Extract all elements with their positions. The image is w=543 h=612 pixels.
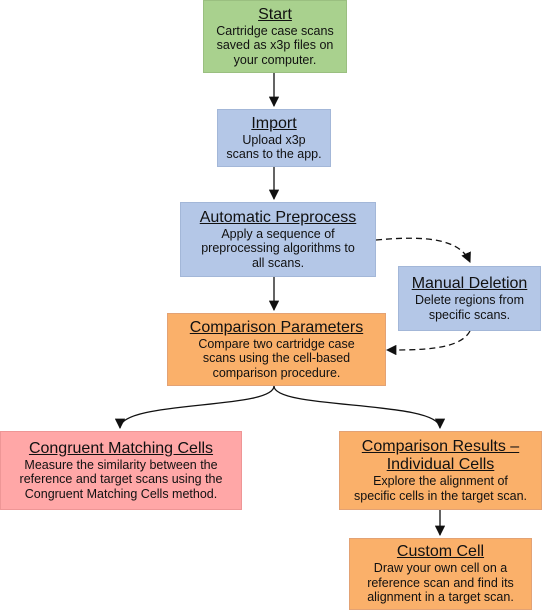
node-deletion-title: Manual Deletion <box>411 275 528 292</box>
node-import-desc: Upload x3p scans to the app. <box>226 132 322 162</box>
node-cmc-desc: Measure the similarity between the refer… <box>19 457 223 501</box>
node-import: Import Upload x3p scans to the app. <box>217 109 331 167</box>
node-deletion: Manual Deletion Delete regions from spec… <box>398 266 541 331</box>
node-results: Comparison Results – Individual Cells Ex… <box>339 431 542 510</box>
edge-params-cmc <box>114 385 275 430</box>
node-results-title-line1: Comparison Results – <box>361 438 520 455</box>
node-cmc-title: Congruent Matching Cells <box>28 439 214 457</box>
node-preprocess-title: Automatic Preprocess <box>199 208 357 226</box>
node-preprocess: Automatic Preprocess Apply a sequence of… <box>180 202 376 277</box>
node-preprocess-desc: Apply a sequence of preprocessing algori… <box>201 226 355 270</box>
node-params-desc: Compare two cartridge case scans using t… <box>198 336 355 380</box>
node-cmc: Congruent Matching Cells Measure the sim… <box>0 431 242 510</box>
edge-deletion-params <box>385 330 471 356</box>
node-params-title: Comparison Parameters <box>189 318 364 336</box>
node-params: Comparison Parameters Compare two cartri… <box>167 313 386 386</box>
node-deletion-desc: Delete regions from specific scans. <box>414 293 525 322</box>
edge-preprocess-deletion <box>375 237 471 263</box>
node-start-desc: Cartridge case scans saved as x3p files … <box>216 23 334 67</box>
edge-params-results <box>273 385 446 430</box>
node-custom-desc: Draw your own cell on a reference scan a… <box>367 561 514 605</box>
node-start-title: Start <box>258 5 292 23</box>
node-import-title: Import <box>251 114 297 132</box>
node-results-desc: Explore the alignment of specific cells … <box>354 474 527 503</box>
node-custom: Custom Cell Draw your own cell on a refe… <box>349 538 532 610</box>
node-custom-title: Custom Cell <box>396 543 485 561</box>
node-start: Start Cartridge case scans saved as x3p … <box>203 0 347 73</box>
node-results-title-line2: Individual Cells <box>386 456 495 473</box>
